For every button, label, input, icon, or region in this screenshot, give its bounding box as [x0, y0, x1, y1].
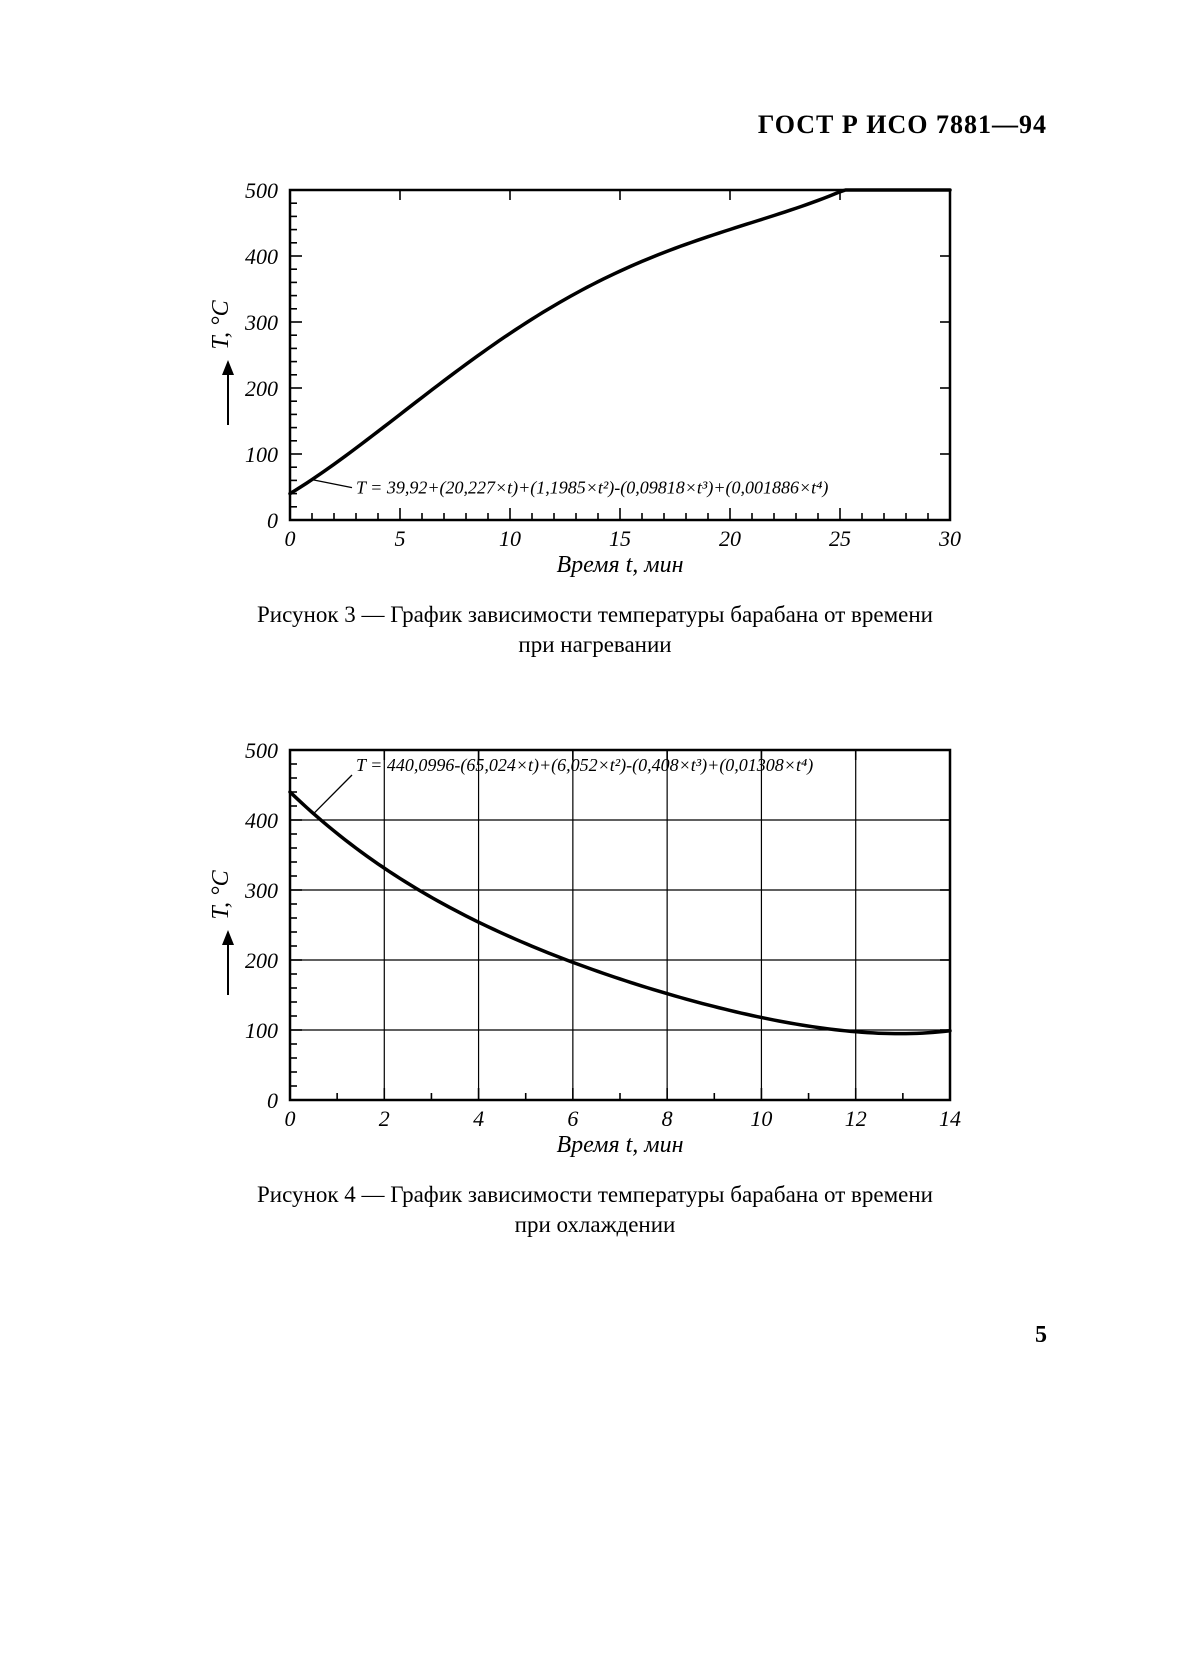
- svg-text:0: 0: [285, 1106, 296, 1131]
- svg-text:0: 0: [267, 508, 278, 533]
- svg-text:100: 100: [245, 1018, 278, 1043]
- svg-text:15: 15: [609, 526, 631, 551]
- svg-text:300: 300: [244, 310, 278, 335]
- svg-text:300: 300: [244, 878, 278, 903]
- svg-text:Время t, мин: Время t, мин: [556, 552, 683, 578]
- svg-text:8: 8: [662, 1106, 673, 1131]
- svg-text:4: 4: [473, 1106, 484, 1131]
- chart-cooling: 0 2 4 6 8 10 12 14 0 100 200 300 400 500 Время t, мин T…: [200, 730, 990, 1170]
- figure-3-caption: Рисунок 3 — График зависимости температу…: [200, 600, 990, 660]
- svg-text:14: 14: [939, 1106, 961, 1131]
- svg-text:10: 10: [750, 1106, 772, 1131]
- svg-text:6: 6: [567, 1106, 578, 1131]
- svg-text:0: 0: [267, 1088, 278, 1113]
- figure-3: 0510152025300100200300400500Время t, мин…: [200, 170, 990, 660]
- svg-text:100: 100: [245, 442, 278, 467]
- svg-text:T = 440,0996-(65,024×t)+(6,052: T = 440,0996-(65,024×t)+(6,052×t²)-(0,40…: [356, 755, 813, 776]
- svg-text:500: 500: [245, 178, 278, 203]
- svg-text:400: 400: [245, 808, 278, 833]
- svg-text:200: 200: [245, 376, 278, 401]
- svg-text:2: 2: [379, 1106, 390, 1131]
- svg-text:10: 10: [499, 526, 521, 551]
- doc-header: ГОСТ Р ИСО 7881—94: [758, 110, 1047, 140]
- svg-text:500: 500: [245, 738, 278, 763]
- svg-text:T, °C: T, °C: [208, 299, 234, 349]
- figure-4-caption: Рисунок 4 — График зависимости температу…: [200, 1180, 990, 1240]
- page: ГОСТ Р ИСО 7881—94 051015202530010020030…: [0, 0, 1187, 1679]
- svg-text:200: 200: [245, 948, 278, 973]
- svg-text:T, °C: T, °C: [208, 869, 234, 919]
- chart-heating: 0510152025300100200300400500Время t, мин…: [200, 170, 990, 590]
- svg-text:T = 39,92+(20,227×t)+(1,1985×t: T = 39,92+(20,227×t)+(1,1985×t²)-(0,0981…: [356, 478, 828, 499]
- svg-text:20: 20: [719, 526, 741, 551]
- svg-text:25: 25: [829, 526, 851, 551]
- svg-text:0: 0: [285, 526, 296, 551]
- svg-text:Время t, мин: Время t, мин: [556, 1132, 683, 1158]
- svg-text:5: 5: [395, 526, 406, 551]
- svg-text:30: 30: [938, 526, 961, 551]
- svg-text:12: 12: [845, 1106, 867, 1131]
- page-number: 5: [1035, 1322, 1047, 1349]
- svg-text:400: 400: [245, 244, 278, 269]
- figure-4: 0 2 4 6 8 10 12 14 0 100 200 300 400 500 Время t, мин T…: [200, 730, 990, 1240]
